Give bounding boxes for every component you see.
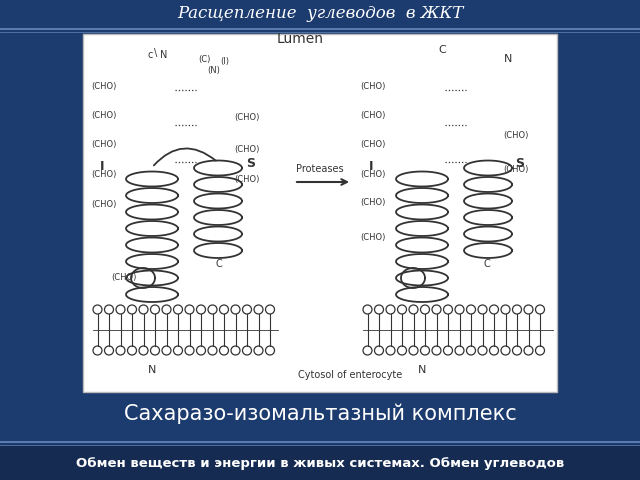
Text: (CHO): (CHO) <box>360 111 385 120</box>
Text: (CHO): (CHO) <box>91 111 116 120</box>
Text: Cytosol of enterocyte: Cytosol of enterocyte <box>298 370 402 380</box>
Bar <box>83 34 557 392</box>
Text: \: \ <box>154 48 157 58</box>
Text: (CHO): (CHO) <box>360 233 385 242</box>
Text: Lumen: Lumen <box>276 32 323 46</box>
Text: C: C <box>215 259 221 269</box>
Text: (CHO): (CHO) <box>91 140 116 149</box>
Text: (CHO): (CHO) <box>360 140 385 149</box>
Text: (CHO): (CHO) <box>91 82 116 91</box>
Text: (CHO): (CHO) <box>360 170 385 179</box>
Text: N: N <box>148 365 156 375</box>
Text: (CHO): (CHO) <box>91 170 116 179</box>
Text: (CHO): (CHO) <box>234 113 259 122</box>
Text: (CHO): (CHO) <box>360 82 385 91</box>
Text: Обмен веществ и энергии в живых системах. Обмен углеводов: Обмен веществ и энергии в живых системах… <box>76 456 564 469</box>
Text: (CHO): (CHO) <box>503 165 529 174</box>
Text: Сахаразо‑изомальтазный комплекс: Сахаразо‑изомальтазный комплекс <box>124 404 516 424</box>
Text: N: N <box>160 50 168 60</box>
Text: N: N <box>504 54 513 64</box>
Text: (C): (C) <box>198 55 211 64</box>
Text: S: S <box>246 157 255 170</box>
Text: (CHO): (CHO) <box>234 175 259 184</box>
Text: Proteases: Proteases <box>296 164 344 174</box>
Bar <box>0 445 640 480</box>
Text: I: I <box>100 160 104 173</box>
Text: I: I <box>369 160 374 173</box>
Text: Расщепление  углеводов  в ЖКТ: Расщепление углеводов в ЖКТ <box>177 5 463 23</box>
Text: c: c <box>148 50 154 60</box>
Text: C: C <box>438 45 445 55</box>
Text: (CHO): (CHO) <box>91 200 116 209</box>
Text: (CHO): (CHO) <box>503 131 529 140</box>
Text: C: C <box>483 259 490 269</box>
Text: N: N <box>418 365 426 375</box>
Text: (N): (N) <box>207 66 220 75</box>
Text: (CHO): (CHO) <box>234 145 259 154</box>
Text: (CHO): (CHO) <box>360 198 385 207</box>
Text: S: S <box>515 157 524 170</box>
Text: (I): (I) <box>220 57 229 66</box>
Text: (CHO): (CHO) <box>111 273 136 282</box>
